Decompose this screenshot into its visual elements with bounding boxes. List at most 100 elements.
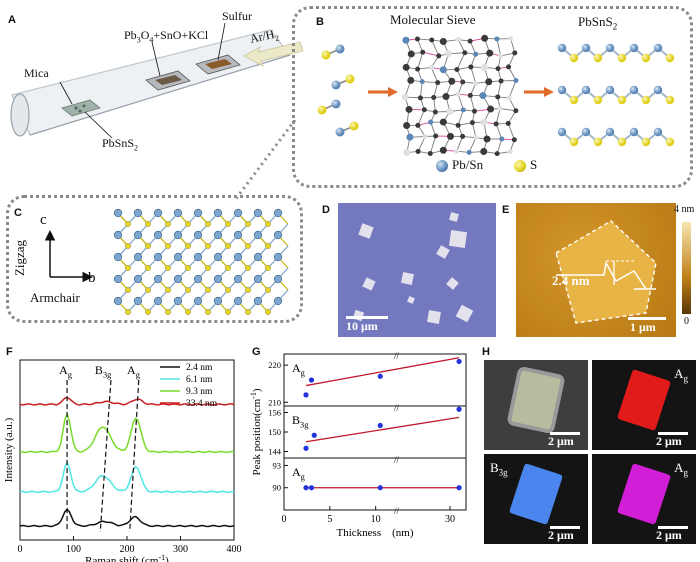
pbsn-atom: [213, 274, 223, 284]
panel-c-frame: [6, 195, 303, 323]
sieve-atom: [495, 94, 501, 100]
sieve-atom: [469, 120, 475, 126]
optical-image-d: 10 μm: [338, 203, 496, 337]
s-atom: [125, 243, 131, 249]
sieve-atom: [454, 67, 460, 73]
sieve-atom: [455, 37, 461, 43]
chain-atom: [641, 95, 651, 105]
sieve-atom: [436, 53, 442, 59]
flake: [407, 296, 415, 304]
s-atom: [265, 265, 271, 271]
chain-atom: [569, 53, 579, 63]
s-atom: [225, 309, 231, 315]
sieve-atom: [439, 146, 447, 154]
legend-label-f: 9.3 nm: [186, 387, 213, 397]
precursor-atom: [331, 99, 341, 109]
sieve-atom: [420, 49, 426, 55]
fit-line-g: [305, 416, 460, 443]
sieve-atom: [432, 109, 438, 115]
pbsn-atom: [213, 296, 223, 306]
peak-label-f: B3g: [95, 363, 112, 380]
s-atom: [225, 265, 231, 271]
sieve-atom: [513, 108, 519, 114]
sieve-atom: [498, 78, 504, 84]
sieve-atom: [481, 34, 489, 42]
pbsn-atom: [273, 274, 283, 284]
s-atom: [185, 243, 191, 249]
data-point-g: [308, 485, 315, 491]
s-atom: [265, 243, 271, 249]
panel-label-b: B: [316, 16, 324, 28]
data-point-g: [308, 377, 315, 383]
sieve-atom: [427, 151, 433, 157]
chain-atom: [665, 95, 675, 105]
mica-label: Mica: [24, 66, 49, 80]
subplot-frame-g: [283, 457, 467, 511]
sieve-atom: [446, 132, 454, 140]
s-atom: [265, 287, 271, 293]
sieve-atom: [422, 134, 428, 140]
flake: [436, 245, 450, 259]
pbsn-atom: [133, 230, 143, 240]
axis-break-g: //: [394, 351, 400, 361]
pbsn-atom: [133, 296, 143, 306]
spectrum-line: [19, 508, 235, 528]
map-b3g-blue: B3g 2 μm: [484, 454, 588, 544]
pbsn-atom: [173, 230, 183, 240]
y-axis-label-f: Intensity (a.u.): [3, 417, 15, 482]
s-atom: [145, 221, 151, 227]
chain-atom: [557, 43, 567, 53]
s-atom: [265, 309, 271, 315]
scale-text-d: 10 μm: [346, 319, 378, 333]
pbsn-atom: [213, 230, 223, 240]
pbsn-atom: [193, 274, 203, 284]
peak-position-chart: 210 220 Ag // 144 150 156 B3g // 90 93 Ag // 0 5 10 30 //…: [249, 351, 467, 539]
spectrum-line: [19, 412, 235, 454]
molecular-sieve-diagram: [317, 34, 675, 157]
panel-label-e: E: [502, 204, 510, 216]
pbsn-atom: [213, 252, 223, 262]
s-atom: [165, 309, 171, 315]
afm-image-e: 2.4 nm 1 μm: [516, 203, 676, 337]
pbsn-atom: [193, 252, 203, 262]
sieve-atom: [480, 118, 488, 126]
sieve-atom: [414, 36, 420, 42]
s-atom: [125, 287, 131, 293]
sieve-atom: [419, 79, 425, 85]
pbsn-atom: [113, 230, 123, 240]
pbsn-atom: [233, 230, 243, 240]
axis-c-label: c: [40, 212, 47, 228]
axis-break-g: //: [394, 455, 400, 465]
sieve-atom: [403, 121, 411, 129]
chain-atom: [617, 53, 627, 63]
flake: [448, 229, 468, 249]
mica-substrate: [61, 99, 101, 117]
sieve-atom: [460, 79, 466, 85]
s-atom: [125, 221, 131, 227]
sieve-atom: [511, 137, 517, 143]
legend-label-f: 33.4 nm: [186, 399, 218, 409]
sieve-atom: [513, 78, 519, 84]
data-point-g: [303, 445, 309, 451]
flake: [449, 212, 459, 222]
s-atom: [165, 243, 171, 249]
chain-atom: [629, 127, 639, 137]
chain-atom: [581, 43, 591, 53]
map-optical: 2 μm: [484, 360, 588, 450]
s-atom: [225, 243, 231, 249]
crystal-ag-red: [616, 369, 672, 431]
axis-break-g: //: [394, 403, 400, 413]
precursor-atom: [331, 80, 341, 90]
sieve-atom: [480, 64, 488, 72]
panel-label-f: F: [6, 346, 13, 358]
sieve-atom: [421, 107, 427, 113]
chain-atom: [593, 137, 603, 147]
axis-arrows: [44, 230, 93, 283]
peak-label-f: Ag: [127, 363, 141, 380]
s-atom: [245, 221, 251, 227]
y-tick-label-g: 90: [273, 483, 282, 493]
data-point-g: [456, 406, 462, 412]
crystal-ag-magenta: [616, 463, 672, 525]
pbsn-atom: [113, 252, 123, 262]
precursor-atom: [349, 121, 359, 131]
